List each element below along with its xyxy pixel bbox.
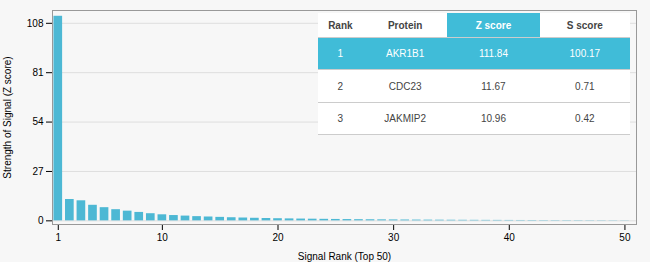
svg-text:10: 10 [157, 232, 169, 243]
html-text:S score: S score [566, 19, 603, 31]
svg-text:54: 54 [32, 116, 44, 127]
html-text:AKR1B1: AKR1B1 [386, 48, 425, 60]
html-text:CDC23: CDC23 [388, 80, 422, 92]
html-text:111.84: 111.84 [478, 48, 508, 60]
svg-text:30: 30 [388, 232, 400, 243]
html-text:Z score: Z score [475, 19, 512, 31]
svg-text:20: 20 [272, 232, 284, 243]
svg-text:Strength of Signal (Z score): Strength of Signal (Z score) [2, 56, 13, 178]
svg-text:0: 0 [38, 215, 44, 226]
html-text:Protein: Protein [388, 19, 423, 31]
svg-text:1: 1 [56, 232, 62, 243]
html-text:100.17: 100.17 [569, 48, 601, 60]
html-text:0.42: 0.42 [575, 113, 595, 124]
html-text:JAKMIP2: JAKMIP2 [384, 113, 426, 124]
svg-text:50: 50 [619, 232, 631, 243]
svg-text:Signal Rank (Top 50): Signal Rank (Top 50) [298, 251, 391, 262]
html-text:Rank: Rank [328, 19, 353, 31]
html-text:1: 1 [337, 48, 344, 60]
html-text:11.67: 11.67 [481, 80, 506, 92]
svg-text:108: 108 [27, 18, 44, 29]
html-text:3: 3 [337, 113, 344, 124]
html-text:10.96: 10.96 [480, 113, 506, 124]
html-text:2: 2 [337, 80, 344, 92]
svg-text:81: 81 [32, 67, 44, 78]
html-text:0.71: 0.71 [575, 80, 595, 92]
svg-text:27: 27 [32, 166, 44, 177]
svg-text:40: 40 [504, 232, 516, 243]
